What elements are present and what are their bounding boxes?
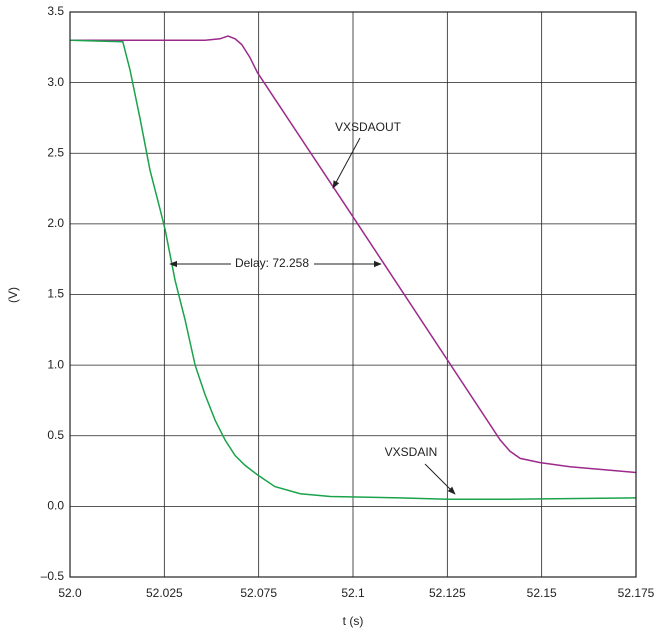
series-label: VXSDAIN bbox=[385, 445, 438, 459]
x-tick-label: 52.125 bbox=[429, 586, 466, 600]
y-tick-label: 2.0 bbox=[47, 216, 64, 230]
x-tick-label: 52.0 bbox=[58, 586, 82, 600]
x-tick-label: 52.025 bbox=[146, 586, 183, 600]
x-tick-label: 52.15 bbox=[527, 586, 557, 600]
annotation: Delay: 72.258 bbox=[235, 256, 309, 270]
y-tick-label: 0.0 bbox=[47, 499, 64, 513]
series-line bbox=[69, 39, 637, 501]
y-tick-label: –0.5 bbox=[41, 569, 65, 583]
series-label: VXSDAOUT bbox=[335, 120, 402, 134]
x-tick-label: 52.175 bbox=[618, 586, 655, 600]
arrow bbox=[332, 137, 361, 189]
plot-frame bbox=[69, 11, 637, 578]
y-tick-label: 1.5 bbox=[47, 287, 64, 301]
y-tick-label: 0.5 bbox=[47, 428, 64, 442]
y-tick-label: 3.0 bbox=[47, 75, 64, 89]
y-tick-label: 1.0 bbox=[47, 357, 64, 371]
arrow bbox=[424, 463, 456, 495]
x-axis-label: t (s) bbox=[343, 614, 364, 628]
x-tick-label: 52.1 bbox=[341, 586, 365, 600]
y-axis-label: (V) bbox=[6, 287, 20, 303]
y-tick-label: 3.5 bbox=[47, 4, 64, 18]
y-tick-label: 2.5 bbox=[47, 145, 64, 159]
series-line bbox=[70, 35, 637, 474]
x-tick-label: 52.075 bbox=[240, 586, 277, 600]
